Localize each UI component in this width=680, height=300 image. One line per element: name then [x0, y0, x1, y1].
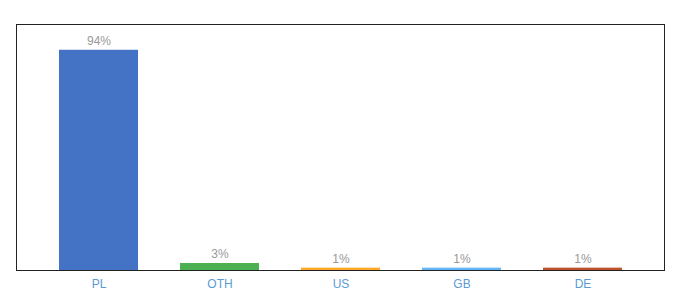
- svg-text:1%: 1%: [453, 252, 471, 266]
- svg-text:OTH: OTH: [207, 277, 232, 291]
- svg-text:US: US: [333, 277, 350, 291]
- svg-text:3%: 3%: [211, 247, 229, 261]
- svg-text:DE: DE: [575, 277, 592, 291]
- svg-text:1%: 1%: [332, 252, 350, 266]
- svg-text:PL: PL: [92, 277, 107, 291]
- svg-text:1%: 1%: [574, 252, 592, 266]
- svg-text:GB: GB: [453, 277, 470, 291]
- svg-text:94%: 94%: [87, 34, 111, 48]
